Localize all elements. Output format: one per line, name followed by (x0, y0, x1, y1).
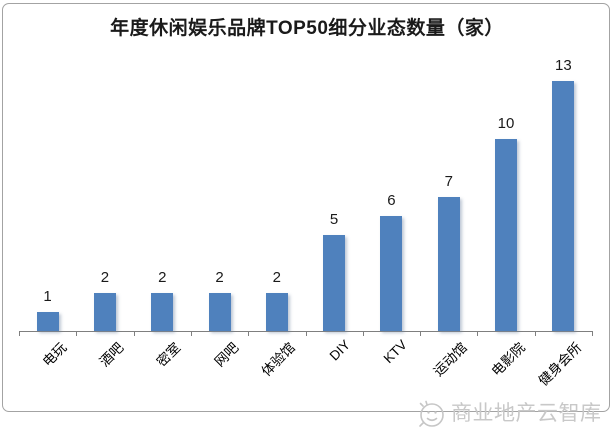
value-label: 2 (158, 269, 167, 286)
axis-tick-mark (477, 331, 479, 336)
bar (380, 216, 403, 331)
bar (437, 197, 460, 331)
wechat-smiley-icon (419, 400, 444, 427)
bar (495, 139, 517, 331)
x-axis-label: 健身会所 (536, 339, 585, 389)
bar (323, 235, 346, 331)
bar (265, 293, 288, 331)
bar (552, 81, 575, 331)
axis-tick-mark (362, 331, 364, 336)
value-label: 2 (100, 269, 110, 286)
x-axis-label: 运动馆 (430, 339, 471, 380)
value-label: 13 (555, 57, 572, 74)
chart-title: 年度休闲娱乐品牌TOP50细分业态数量（家） (110, 18, 504, 39)
axis-tick-mark (248, 331, 250, 336)
axis-tick-mark (420, 331, 422, 336)
bar (151, 293, 174, 331)
x-axis-label: 密室 (154, 339, 184, 370)
value-label: 1 (43, 288, 52, 305)
axis-tick-mark (534, 331, 536, 336)
axis-tick-mark (190, 331, 192, 336)
value-label: 2 (215, 269, 224, 286)
axis-tick-mark (133, 331, 135, 336)
x-axis-label: 体验馆 (258, 339, 299, 380)
axis-tick-mark (305, 331, 307, 336)
x-axis-label: 电玩 (39, 339, 70, 370)
value-label: 6 (387, 192, 396, 209)
value-label: 2 (272, 269, 281, 286)
value-label: 10 (497, 115, 515, 132)
x-axis-label: 电影院 (488, 339, 528, 380)
x-axis-label: 酒吧 (96, 339, 127, 370)
axis-tick-mark (19, 331, 20, 336)
x-axis-label: KTV (380, 337, 410, 367)
bar (208, 293, 231, 331)
watermark: 商业地产云智库 (414, 394, 614, 434)
x-axis-label: 网吧 (211, 339, 241, 370)
value-label: 7 (444, 173, 453, 190)
axis-tick-mark (76, 331, 78, 336)
bar (93, 293, 116, 331)
watermark-text: 商业地产云智库 (451, 402, 602, 425)
bar (36, 312, 59, 331)
x-axis-label: DIY (326, 337, 353, 364)
axis-tick-mark (592, 331, 593, 336)
value-label: 5 (329, 211, 339, 228)
